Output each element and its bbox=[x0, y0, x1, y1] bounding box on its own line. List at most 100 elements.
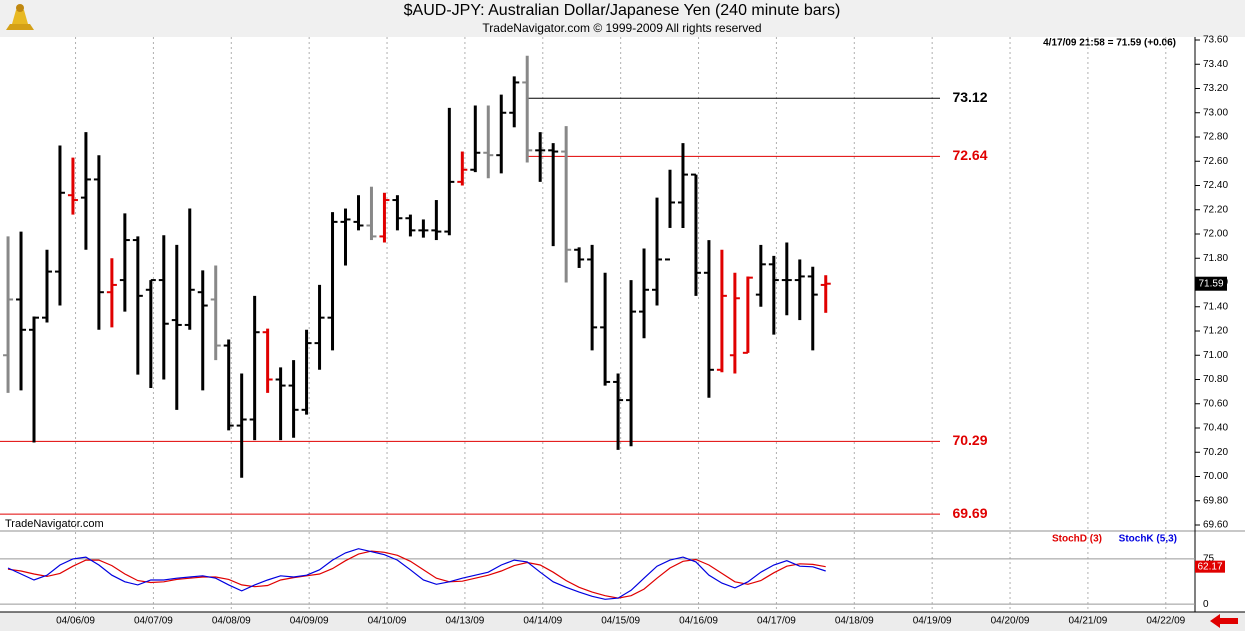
ohlc-bar bbox=[496, 94, 507, 174]
ohlc-bar bbox=[119, 213, 130, 312]
y-tick-label: 72.00 bbox=[1203, 229, 1228, 240]
ohlc-bar bbox=[729, 272, 740, 374]
ohlc-bar bbox=[366, 186, 377, 241]
x-tick-label: 04/19/09 bbox=[913, 616, 952, 627]
ohlc-bar bbox=[145, 279, 156, 388]
y-tick-label: 72.20 bbox=[1203, 204, 1228, 215]
ohlc-bar bbox=[522, 55, 533, 163]
level-label: 69.69 bbox=[952, 505, 987, 521]
ohlc-bar bbox=[444, 107, 455, 236]
x-tick-label: 04/18/09 bbox=[835, 616, 874, 627]
y-tick-label: 69.80 bbox=[1203, 495, 1228, 506]
ohlc-bar bbox=[3, 236, 14, 393]
ohlc-bar bbox=[574, 247, 585, 268]
scroll-arrow[interactable] bbox=[1210, 614, 1238, 628]
x-tick-label: 04/14/09 bbox=[523, 616, 562, 627]
ohlc-bar bbox=[457, 151, 468, 186]
y-tick-label: 71.20 bbox=[1203, 326, 1228, 337]
ohlc-bar bbox=[210, 265, 221, 361]
ohlc-bar bbox=[197, 270, 208, 391]
ohlc-bar bbox=[171, 244, 182, 410]
ohlc-bar bbox=[613, 373, 624, 450]
y-tick-label: 71.40 bbox=[1203, 301, 1228, 312]
ohlc-bar bbox=[288, 360, 299, 438]
watermark: TradeNavigator.com bbox=[5, 518, 104, 530]
x-tick-label: 04/10/09 bbox=[368, 616, 407, 627]
ohlc-bar bbox=[677, 143, 688, 228]
ohlc-bar bbox=[340, 208, 351, 266]
ohlc-bar bbox=[301, 329, 312, 415]
y-tick-label: 72.80 bbox=[1203, 132, 1228, 143]
y-tick-label: 73.20 bbox=[1203, 83, 1228, 94]
x-tick-label: 04/17/09 bbox=[757, 616, 796, 627]
ohlc-bar bbox=[80, 132, 91, 250]
ohlc-bar bbox=[405, 214, 416, 237]
y-tick-label: 70.40 bbox=[1203, 423, 1228, 434]
x-tick-label: 04/07/09 bbox=[134, 616, 173, 627]
x-tick-label: 04/15/09 bbox=[601, 616, 640, 627]
chart-title: $AUD-JPY: Australian Dollar/Japanese Yen… bbox=[404, 2, 841, 19]
y-tick-label: 70.00 bbox=[1203, 471, 1228, 482]
ohlc-bar bbox=[600, 272, 611, 386]
y-tick-label: 72.60 bbox=[1203, 156, 1228, 167]
y-tick-label: 70.20 bbox=[1203, 447, 1228, 458]
level-label: 73.12 bbox=[952, 89, 987, 105]
ohlc-bar bbox=[29, 316, 40, 443]
logo bbox=[6, 4, 34, 30]
ohlc-bar bbox=[41, 249, 52, 323]
ohlc-bar bbox=[639, 248, 650, 339]
ohlc-bar bbox=[418, 219, 429, 238]
legend-entry: StochD (3) bbox=[1052, 534, 1102, 545]
ohlc-bar bbox=[807, 266, 818, 351]
ohlc-bar bbox=[431, 200, 442, 241]
ohlc-bar bbox=[93, 155, 104, 330]
last-price-label: 71.59 bbox=[1198, 278, 1223, 289]
ohlc-bar bbox=[16, 231, 27, 391]
ohlc-bar bbox=[132, 236, 143, 375]
ohlc-bar bbox=[781, 242, 792, 316]
ohlc-bar bbox=[353, 195, 364, 231]
y-tick-label: 71.80 bbox=[1203, 253, 1228, 264]
x-tick-label: 04/06/09 bbox=[56, 616, 95, 627]
ohlc-bar bbox=[755, 244, 766, 307]
y-tick-label: 73.00 bbox=[1203, 107, 1228, 118]
stoch-tick-label: 75 bbox=[1203, 554, 1215, 565]
stoch-tick-label: 0 bbox=[1203, 599, 1209, 610]
ohlc-bar bbox=[703, 240, 714, 398]
y-tick-label: 73.60 bbox=[1203, 35, 1228, 46]
ohlc-bar bbox=[716, 249, 727, 373]
ohlc-bar bbox=[236, 373, 247, 478]
x-tick-label: 04/21/09 bbox=[1068, 616, 1107, 627]
level-label: 70.29 bbox=[952, 432, 987, 448]
ohlc-bar bbox=[184, 208, 195, 330]
ohlc-bar bbox=[54, 145, 65, 306]
ohlc-bar bbox=[548, 143, 559, 247]
ohlc-bar bbox=[249, 295, 260, 441]
date-axis-background bbox=[0, 612, 1245, 631]
stoch-line bbox=[7, 550, 826, 599]
ohlc-bar bbox=[379, 192, 390, 243]
ohlc-bar bbox=[275, 367, 286, 441]
ohlc-bar bbox=[483, 105, 494, 179]
ohlc-bar bbox=[561, 126, 572, 283]
y-tick-label: 73.40 bbox=[1203, 59, 1228, 70]
stoch-last-box bbox=[1195, 560, 1225, 573]
ohlc-bar bbox=[664, 169, 675, 261]
x-tick-label: 04/20/09 bbox=[991, 616, 1030, 627]
panel-divider bbox=[0, 530, 1245, 532]
ohlc-bar bbox=[262, 328, 273, 393]
ohlc-bar bbox=[535, 132, 546, 182]
header-readout: 4/17/09 21:58 = 71.59 (+0.06) bbox=[1043, 38, 1176, 49]
ohlc-bar bbox=[794, 259, 805, 321]
ohlc-bar bbox=[470, 105, 481, 173]
x-tick-label: 04/09/09 bbox=[290, 616, 329, 627]
ohlc-bar bbox=[327, 212, 338, 351]
x-tick-label: 04/08/09 bbox=[212, 616, 251, 627]
ohlc-bar bbox=[742, 276, 753, 354]
y-tick-label: 69.60 bbox=[1203, 520, 1228, 531]
ohlc-bar bbox=[690, 173, 701, 296]
ohlc-bar bbox=[67, 157, 78, 215]
stoch-line bbox=[7, 548, 826, 600]
y-tick-label: 71.00 bbox=[1203, 350, 1228, 361]
